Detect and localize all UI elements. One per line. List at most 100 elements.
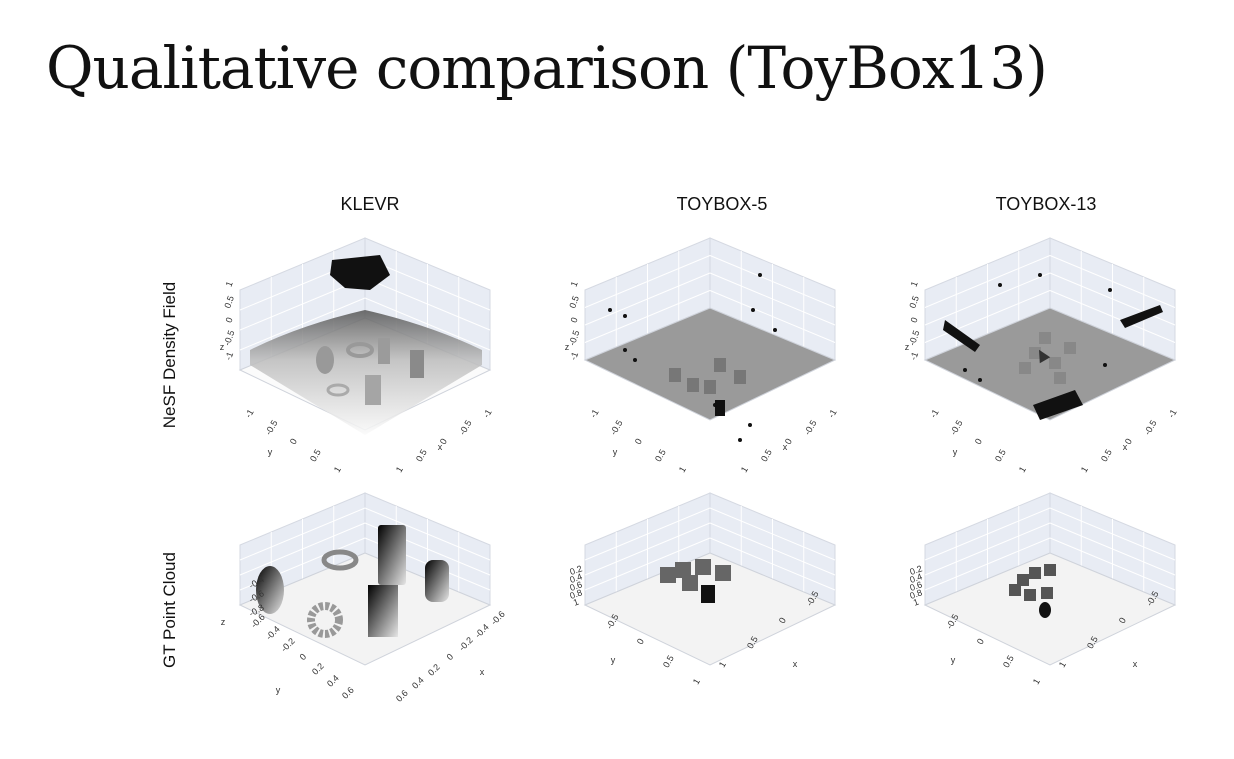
- noise-point: [633, 358, 637, 362]
- panel-klevr-pointcloud: -0.4 -0.6 -0.8 z -0.6 -0.4 -0.2 0 0.2 0.4 0.6 y -0.6…: [220, 485, 510, 735]
- grid-line: [924, 507, 1051, 561]
- noise-point: [608, 308, 612, 312]
- y-tick-label: 0: [975, 637, 986, 646]
- object-block: [1041, 587, 1053, 599]
- object-block: [675, 562, 691, 578]
- grid-line: [709, 272, 836, 326]
- y-tick-label: 0.6: [340, 685, 356, 701]
- object-block: [1019, 362, 1031, 374]
- x-axis-letter: x: [438, 442, 443, 452]
- z-tick-label: 0.5: [222, 294, 236, 309]
- x-tick-label: 0.5: [759, 448, 774, 464]
- grid-line: [1049, 507, 1176, 561]
- object-block: [715, 565, 731, 581]
- density-blob: [330, 255, 390, 290]
- noise-point: [773, 328, 777, 332]
- noise-point: [758, 273, 762, 277]
- z-tick-label: 0.5: [567, 294, 581, 309]
- y-axis-letter: y: [951, 655, 956, 665]
- grid-line: [584, 537, 711, 591]
- noise-point: [1103, 363, 1107, 367]
- y-tick-label: 0: [288, 437, 299, 446]
- grid-line: [924, 522, 1051, 576]
- object-box: [410, 350, 424, 378]
- noise-point: [978, 378, 982, 382]
- noise-point: [751, 308, 755, 312]
- z-tick-label: 0: [569, 316, 580, 324]
- row-label-point-cloud: GT Point Cloud: [160, 552, 179, 668]
- grid-line: [364, 297, 491, 351]
- z-tick-label: -0.5: [567, 329, 582, 347]
- z-tick-label: 1: [912, 597, 920, 608]
- object-box: [378, 338, 390, 364]
- y-tick-label: -0.5: [608, 418, 624, 436]
- y-tick-label: 0.5: [993, 448, 1008, 464]
- z-axis-letter: z: [905, 595, 906, 605]
- grid-line: [924, 272, 1051, 326]
- z-tick-label: -1: [908, 350, 920, 361]
- x-tick-label: -0.5: [802, 418, 818, 436]
- object-block: [682, 575, 698, 591]
- density-streak: [943, 320, 980, 352]
- x-axis-letter: x: [783, 442, 788, 452]
- y-axis-letter: y: [268, 447, 273, 457]
- noise-point: [1038, 273, 1042, 277]
- object-block: [1064, 342, 1076, 354]
- grid-line: [364, 277, 491, 331]
- grid-line: [584, 290, 711, 343]
- z-tick-label: 1: [572, 597, 580, 608]
- grid-line: [584, 522, 711, 576]
- column-title-toybox-13: TOYBOX-13: [995, 194, 1097, 214]
- z-tick-label: 1: [224, 280, 235, 288]
- grid-line: [924, 290, 1051, 343]
- x-tick-label: 0: [783, 437, 794, 446]
- object-block: [1039, 332, 1051, 344]
- density-blob: [1033, 390, 1083, 420]
- y-tick-label: 0.4: [325, 673, 341, 689]
- x-axis-letter: x: [1133, 659, 1138, 669]
- object-dark-block: [701, 585, 715, 603]
- object-box: [378, 525, 406, 585]
- y-tick-label: -0.2: [279, 636, 297, 654]
- z-axis-letter: z: [565, 342, 570, 352]
- z-tick-label: -1: [568, 350, 580, 361]
- z-tick-label: 0.2: [908, 563, 923, 577]
- y-tick-label: -1: [928, 408, 941, 420]
- grid-line: [1049, 290, 1176, 343]
- y-tick-label: 1: [677, 465, 688, 474]
- x-tick-label: 1: [394, 465, 405, 474]
- z-axis-letter: z: [905, 342, 910, 352]
- x-axis-letter: x: [1123, 442, 1128, 452]
- object-dark-cylinder: [1039, 602, 1051, 618]
- y-tick-label: 0.5: [1001, 654, 1016, 670]
- z-tick-label: 1: [909, 280, 920, 288]
- grid-line: [1049, 537, 1176, 591]
- z-tick-label: 0.5: [907, 294, 921, 309]
- y-tick-label: 0.2: [310, 661, 326, 677]
- grid-line: [1049, 272, 1176, 326]
- panel-klevr-density: 1 0.5 0 -0.5 -1 z -1 -0.5 0 0.5 1 y -1 -0.5 0 0.5 1 x: [220, 230, 510, 480]
- object-block: [1054, 372, 1066, 384]
- y-tick-label: 1: [1031, 677, 1042, 686]
- x-tick-label: 0.5: [414, 448, 429, 464]
- z-tick-label: -0.5: [907, 329, 922, 347]
- object-torus: [326, 383, 350, 397]
- x-tick-label: -0.2: [457, 635, 475, 653]
- y-tick-label: 0: [973, 437, 984, 446]
- y-tick-label: 1: [332, 465, 343, 474]
- grid-line: [924, 255, 1051, 308]
- noise-point: [963, 368, 967, 372]
- comparison-figure: KLEVR TOYBOX-5 TOYBOX-13 NeSF Density Fi…: [150, 180, 1200, 740]
- noise-point: [738, 438, 742, 442]
- z-tick-label: 0.4: [568, 571, 583, 585]
- grid-line: [239, 522, 366, 576]
- object-block: [687, 378, 699, 392]
- object-block: [1044, 564, 1056, 576]
- x-tick-label: -0.5: [1142, 418, 1158, 436]
- object-box: [368, 585, 398, 637]
- x-tick-label: -1: [1166, 408, 1179, 420]
- column-title-klevr: KLEVR: [340, 194, 400, 214]
- z-tick-label: -1: [223, 350, 235, 361]
- x-tick-label: -0.4: [473, 622, 491, 640]
- z-tick-label: 0.8: [568, 587, 583, 601]
